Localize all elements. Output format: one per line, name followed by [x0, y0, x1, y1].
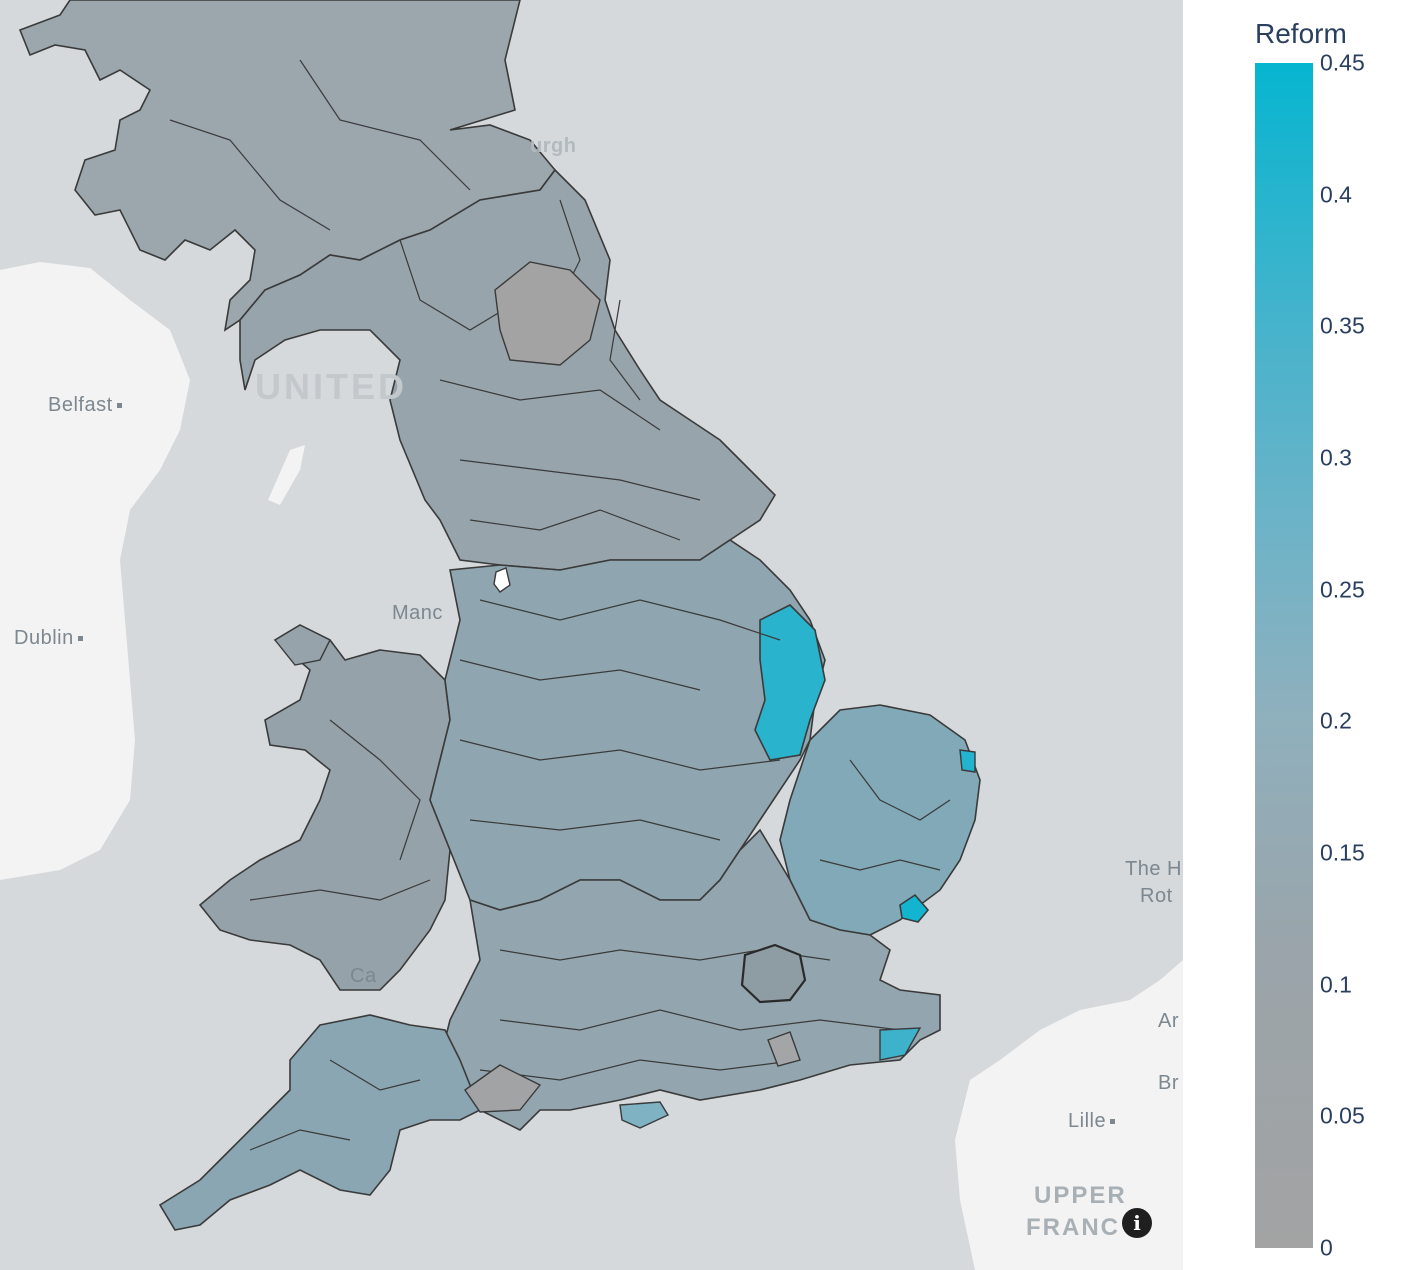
colorbar-gradient [1255, 63, 1313, 1248]
region-north-yorkshire-grey[interactable] [494, 261, 601, 366]
choropleth-map[interactable]: Belfast Dublin Manc urgh Ca Lille The H … [0, 0, 1183, 1270]
region-south-england[interactable] [439, 828, 941, 1131]
place-rotterdam: Rot [1140, 885, 1173, 907]
region-scotland[interactable] [18, 0, 557, 332]
place-manchester: Manc [392, 602, 443, 624]
region-wales[interactable] [198, 624, 451, 991]
place-lille: Lille [1068, 1110, 1116, 1133]
region-blank-constituency[interactable] [493, 567, 511, 593]
label-upper-france-2: FRANC [1026, 1214, 1120, 1241]
colorbar-tick-label: 0 [1320, 1234, 1333, 1261]
city-marker-icon [77, 636, 83, 642]
ireland-landmass [0, 262, 190, 880]
info-icon[interactable]: i [1122, 1208, 1152, 1238]
label-united-kingdom: UNITED [255, 366, 407, 407]
region-lincolnshire[interactable] [754, 604, 826, 761]
colorbar-tick-label: 0.15 [1320, 839, 1365, 866]
map-canvas [0, 0, 1183, 1270]
colorbar-tick-label: 0.3 [1320, 444, 1352, 471]
region-east-anglia[interactable] [779, 704, 981, 936]
place-cardiff: Ca [350, 965, 377, 987]
region-great-yarmouth[interactable] [959, 749, 976, 773]
continent-landmass [955, 960, 1183, 1270]
region-thanet[interactable] [879, 1027, 922, 1061]
constituency-borders [169, 59, 951, 1151]
colorbar-legend: Reform 0.45 0.4 0.35 0.3 0.25 0.2 0.15 0.1 0.05 0 [1183, 0, 1406, 1270]
place-dublin: Dublin [14, 627, 83, 650]
region-north-england[interactable] [239, 168, 777, 571]
region-south-west[interactable] [158, 1014, 482, 1231]
region-london[interactable] [740, 943, 807, 1004]
colorbar-tick-label: 0.45 [1320, 49, 1365, 76]
region-surrey-grey[interactable] [767, 1031, 801, 1067]
place-belfast: Belfast [48, 394, 122, 417]
region-clacton[interactable] [899, 893, 930, 923]
region-dorset-grey[interactable] [464, 1064, 542, 1113]
place-brussels: Br [1158, 1072, 1179, 1094]
place-lille-label: Lille [1068, 1110, 1107, 1132]
place-edinburgh: urgh [530, 135, 577, 157]
label-upper-france-1: UPPER [1034, 1182, 1127, 1209]
place-belfast-label: Belfast [48, 394, 113, 416]
legend-title: Reform [1255, 18, 1347, 49]
place-amsterdam: Ar [1158, 1010, 1179, 1032]
colorbar-tick-label: 0.05 [1320, 1102, 1365, 1129]
place-the-hague: The H [1125, 858, 1182, 880]
colorbar-tick-label: 0.4 [1320, 181, 1352, 208]
colorbar-tick-label: 0.2 [1320, 707, 1352, 734]
city-marker-icon [116, 403, 122, 409]
isle-of-man [268, 445, 305, 505]
colorbar-tick-label: 0.1 [1320, 971, 1352, 998]
city-marker-icon [1110, 1119, 1116, 1125]
region-anglesey[interactable] [273, 624, 331, 666]
colorbar-tick-label: 0.25 [1320, 576, 1365, 603]
colorbar-tick-label: 0.35 [1320, 312, 1365, 339]
place-dublin-label: Dublin [14, 627, 74, 649]
isle-of-wight[interactable] [619, 1101, 670, 1129]
